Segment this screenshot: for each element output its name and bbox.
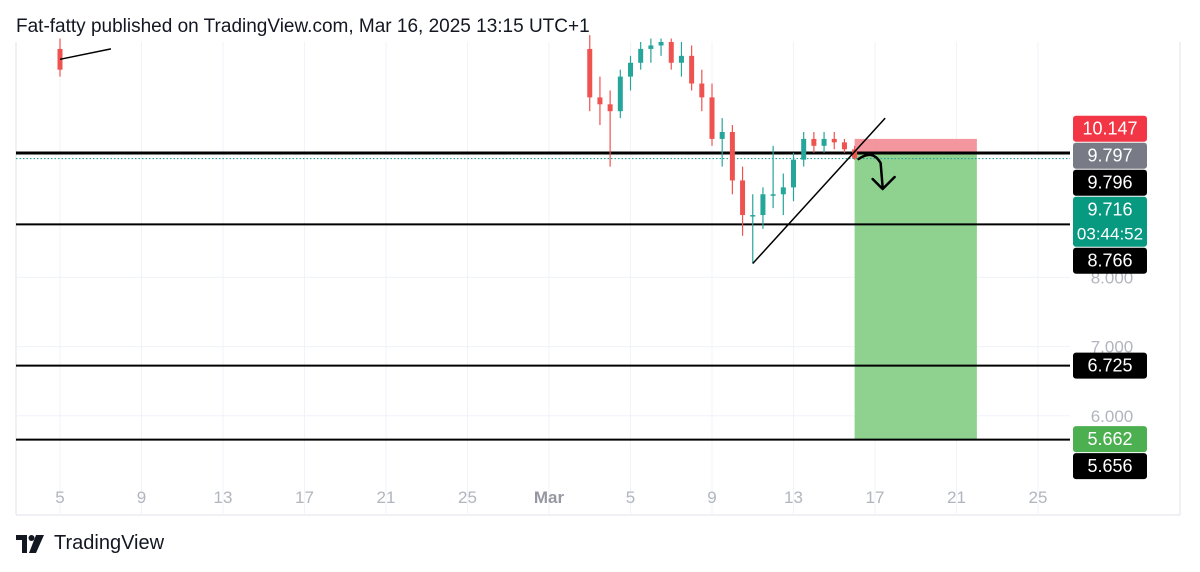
price-label-box	[1073, 426, 1147, 453]
candle-body	[668, 42, 674, 63]
price-label-box	[1073, 352, 1147, 379]
price-label-text: 6.725	[1087, 356, 1132, 376]
candle-body	[689, 55, 695, 84]
trendline[interactable]	[752, 117, 886, 265]
price-label-box	[1073, 453, 1147, 480]
down-arrow-head-icon	[871, 175, 896, 191]
price-label-text: 9.797	[1087, 146, 1132, 166]
candle-body	[760, 194, 766, 216]
candle-body	[638, 48, 644, 63]
publish-header: Fat-fatty published on TradingView.com, …	[16, 16, 590, 37]
price-label-box	[1073, 115, 1147, 142]
candle-body	[791, 159, 796, 188]
candle-body	[780, 187, 786, 195]
price-label-text: 8.766	[1087, 251, 1132, 271]
x-tick-label: 21	[947, 488, 966, 507]
candle-body	[648, 45, 654, 49]
candle-body	[709, 97, 715, 139]
candle-body	[821, 138, 827, 146]
candle-body	[628, 62, 633, 77]
candle-body	[719, 131, 725, 139]
x-tick-label: Mar	[534, 488, 565, 507]
x-tick-label: 25	[458, 488, 477, 507]
candle-body	[678, 55, 684, 63]
x-tick-label: 21	[377, 488, 396, 507]
x-tick-label: 13	[784, 488, 803, 507]
candle-body	[699, 83, 705, 98]
take-profit-zone[interactable]	[854, 153, 977, 440]
x-tick-label: 17	[866, 488, 885, 507]
down-arrow-icon	[857, 153, 884, 189]
candle-body	[617, 76, 623, 112]
candle-body	[750, 215, 756, 217]
price-label-box	[1073, 169, 1147, 196]
x-tick-label: 9	[137, 488, 146, 507]
y-tick-label: 6.000	[1091, 407, 1134, 426]
price-label-box	[1073, 142, 1147, 169]
stop-loss-zone[interactable]	[854, 138, 977, 154]
x-tick-label: 5	[55, 488, 64, 507]
price-label-text: 9.716	[1087, 200, 1132, 220]
price-chart[interactable]: 5 9 13 17 21 25 Mar 5 9 13 17 21 258.0007.0006.00010…	[0, 0, 1200, 520]
footer-brand: TradingView	[54, 532, 165, 554]
price-label-text: 9.796	[1087, 173, 1132, 193]
x-tick-label: 25	[1029, 488, 1048, 507]
candle-body	[597, 97, 603, 105]
y-tick-label: 7.000	[1091, 338, 1134, 357]
candle-body	[729, 131, 735, 181]
trendline[interactable]	[59, 48, 112, 61]
price-label-text: 10.147	[1082, 119, 1137, 139]
price-label-box	[1073, 247, 1147, 274]
candle-body	[852, 149, 858, 159]
tradingview-logo-icon[interactable]	[16, 534, 46, 553]
price-label-text: 5.662	[1087, 429, 1132, 449]
x-tick-label: 5	[626, 488, 635, 507]
candle-body	[607, 104, 613, 112]
price-label-box	[1073, 196, 1147, 247]
countdown-label-text: 03:44:52	[1077, 225, 1143, 244]
footer: TradingView	[16, 532, 164, 555]
price-label-text: 5.656	[1087, 456, 1132, 476]
candle-body	[658, 42, 664, 46]
candle-body	[587, 48, 593, 98]
candle-body	[740, 180, 746, 216]
candle-body	[831, 138, 837, 143]
candle-body	[841, 142, 847, 150]
candle-body	[811, 138, 817, 146]
chart-area[interactable]: 5 9 13 17 21 25 Mar 5 9 13 17 21 25 8.000 7.000 6.000 10…	[0, 0, 1200, 520]
candle-body	[801, 138, 807, 160]
x-tick-label: 17	[295, 488, 314, 507]
candle-body	[770, 194, 776, 196]
x-tick-label: 9	[707, 488, 716, 507]
x-tick-label: 13	[214, 488, 233, 507]
